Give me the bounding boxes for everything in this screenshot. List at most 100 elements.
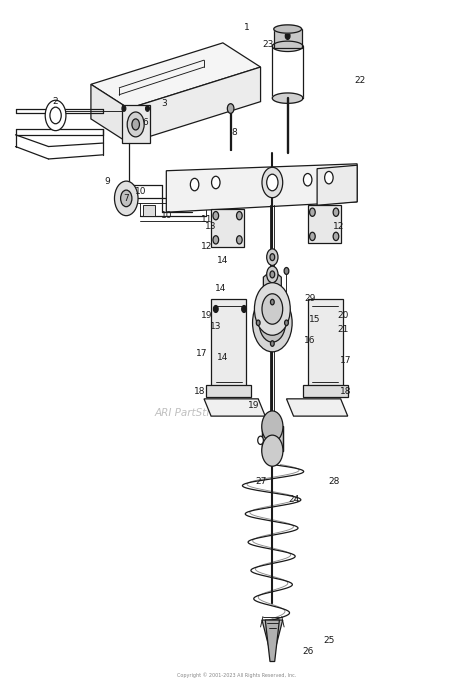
Text: 17: 17: [340, 356, 351, 365]
Circle shape: [262, 167, 283, 198]
Text: 17: 17: [196, 349, 208, 358]
Circle shape: [267, 174, 278, 191]
Circle shape: [255, 282, 290, 335]
Text: 21: 21: [337, 325, 349, 335]
Circle shape: [213, 212, 219, 220]
Polygon shape: [262, 620, 283, 651]
Text: 11: 11: [201, 214, 212, 223]
Text: 23: 23: [262, 40, 273, 49]
Bar: [206, 385, 251, 398]
Polygon shape: [264, 269, 282, 300]
Circle shape: [120, 190, 132, 207]
Polygon shape: [286, 399, 348, 416]
Text: 3: 3: [161, 99, 167, 108]
Text: 18: 18: [193, 387, 205, 396]
Bar: [117, 192, 136, 205]
Text: 2: 2: [53, 97, 58, 106]
Circle shape: [50, 107, 61, 124]
Circle shape: [191, 178, 199, 191]
Circle shape: [284, 320, 288, 325]
Circle shape: [258, 436, 264, 444]
Bar: [308, 205, 341, 244]
Circle shape: [271, 341, 274, 346]
Text: 26: 26: [302, 647, 313, 656]
Text: 24: 24: [288, 495, 299, 504]
Polygon shape: [273, 41, 303, 51]
Text: 8: 8: [232, 128, 237, 137]
Text: 16: 16: [304, 336, 316, 345]
Circle shape: [256, 320, 260, 325]
Circle shape: [237, 212, 242, 220]
Polygon shape: [265, 620, 279, 661]
Text: 9: 9: [105, 176, 110, 185]
Text: 19: 19: [248, 401, 259, 410]
Circle shape: [253, 294, 292, 352]
Text: 14: 14: [217, 256, 228, 265]
Circle shape: [325, 171, 333, 184]
Circle shape: [262, 294, 283, 324]
Circle shape: [333, 208, 339, 217]
Bar: [262, 427, 283, 450]
Polygon shape: [128, 67, 261, 143]
Bar: [303, 385, 348, 398]
Circle shape: [270, 271, 275, 278]
Text: 25: 25: [323, 636, 335, 645]
Polygon shape: [91, 85, 128, 143]
Polygon shape: [273, 93, 303, 103]
Circle shape: [213, 236, 219, 244]
Text: 18: 18: [340, 387, 351, 396]
Circle shape: [262, 435, 283, 466]
Circle shape: [242, 305, 246, 312]
Polygon shape: [166, 164, 357, 212]
Circle shape: [310, 208, 315, 217]
Circle shape: [127, 112, 144, 137]
Text: 19: 19: [201, 312, 212, 321]
Polygon shape: [317, 165, 357, 205]
Bar: [143, 205, 155, 216]
Bar: [211, 298, 246, 389]
Circle shape: [45, 100, 66, 130]
Text: 12: 12: [201, 242, 212, 251]
Text: 12: 12: [333, 221, 344, 230]
Circle shape: [132, 119, 139, 130]
Circle shape: [303, 174, 312, 186]
Text: 14: 14: [215, 284, 226, 293]
Bar: [211, 209, 244, 247]
Circle shape: [262, 411, 283, 442]
Circle shape: [146, 105, 149, 111]
Circle shape: [271, 299, 274, 305]
Circle shape: [267, 314, 278, 331]
Circle shape: [213, 305, 218, 312]
Text: 27: 27: [255, 477, 266, 486]
Text: 1: 1: [244, 23, 249, 32]
Text: 14: 14: [217, 353, 228, 362]
Text: 13: 13: [205, 221, 217, 230]
Text: 29: 29: [304, 294, 316, 303]
Circle shape: [122, 105, 126, 111]
Circle shape: [270, 254, 275, 261]
Bar: [121, 105, 150, 143]
Circle shape: [285, 33, 290, 40]
Text: 22: 22: [354, 76, 365, 85]
Text: 10: 10: [135, 187, 146, 196]
Circle shape: [211, 176, 220, 189]
Circle shape: [237, 236, 242, 244]
Text: Copyright © 2001-2023 All Rights Reserved, Inc.: Copyright © 2001-2023 All Rights Reserve…: [177, 672, 297, 678]
Text: 10: 10: [161, 211, 172, 220]
Polygon shape: [204, 399, 265, 416]
Circle shape: [267, 249, 278, 265]
Polygon shape: [274, 25, 301, 33]
Polygon shape: [91, 43, 261, 108]
Circle shape: [284, 267, 289, 274]
Text: ARI PartStream™: ARI PartStream™: [155, 407, 244, 418]
Circle shape: [228, 103, 234, 113]
Bar: [308, 298, 343, 389]
Circle shape: [259, 303, 285, 342]
Text: 13: 13: [210, 322, 221, 331]
Circle shape: [115, 181, 138, 216]
Circle shape: [333, 232, 339, 241]
Text: 15: 15: [309, 315, 320, 324]
Bar: [274, 29, 301, 49]
Text: 28: 28: [328, 477, 339, 486]
Text: 7: 7: [123, 194, 129, 203]
